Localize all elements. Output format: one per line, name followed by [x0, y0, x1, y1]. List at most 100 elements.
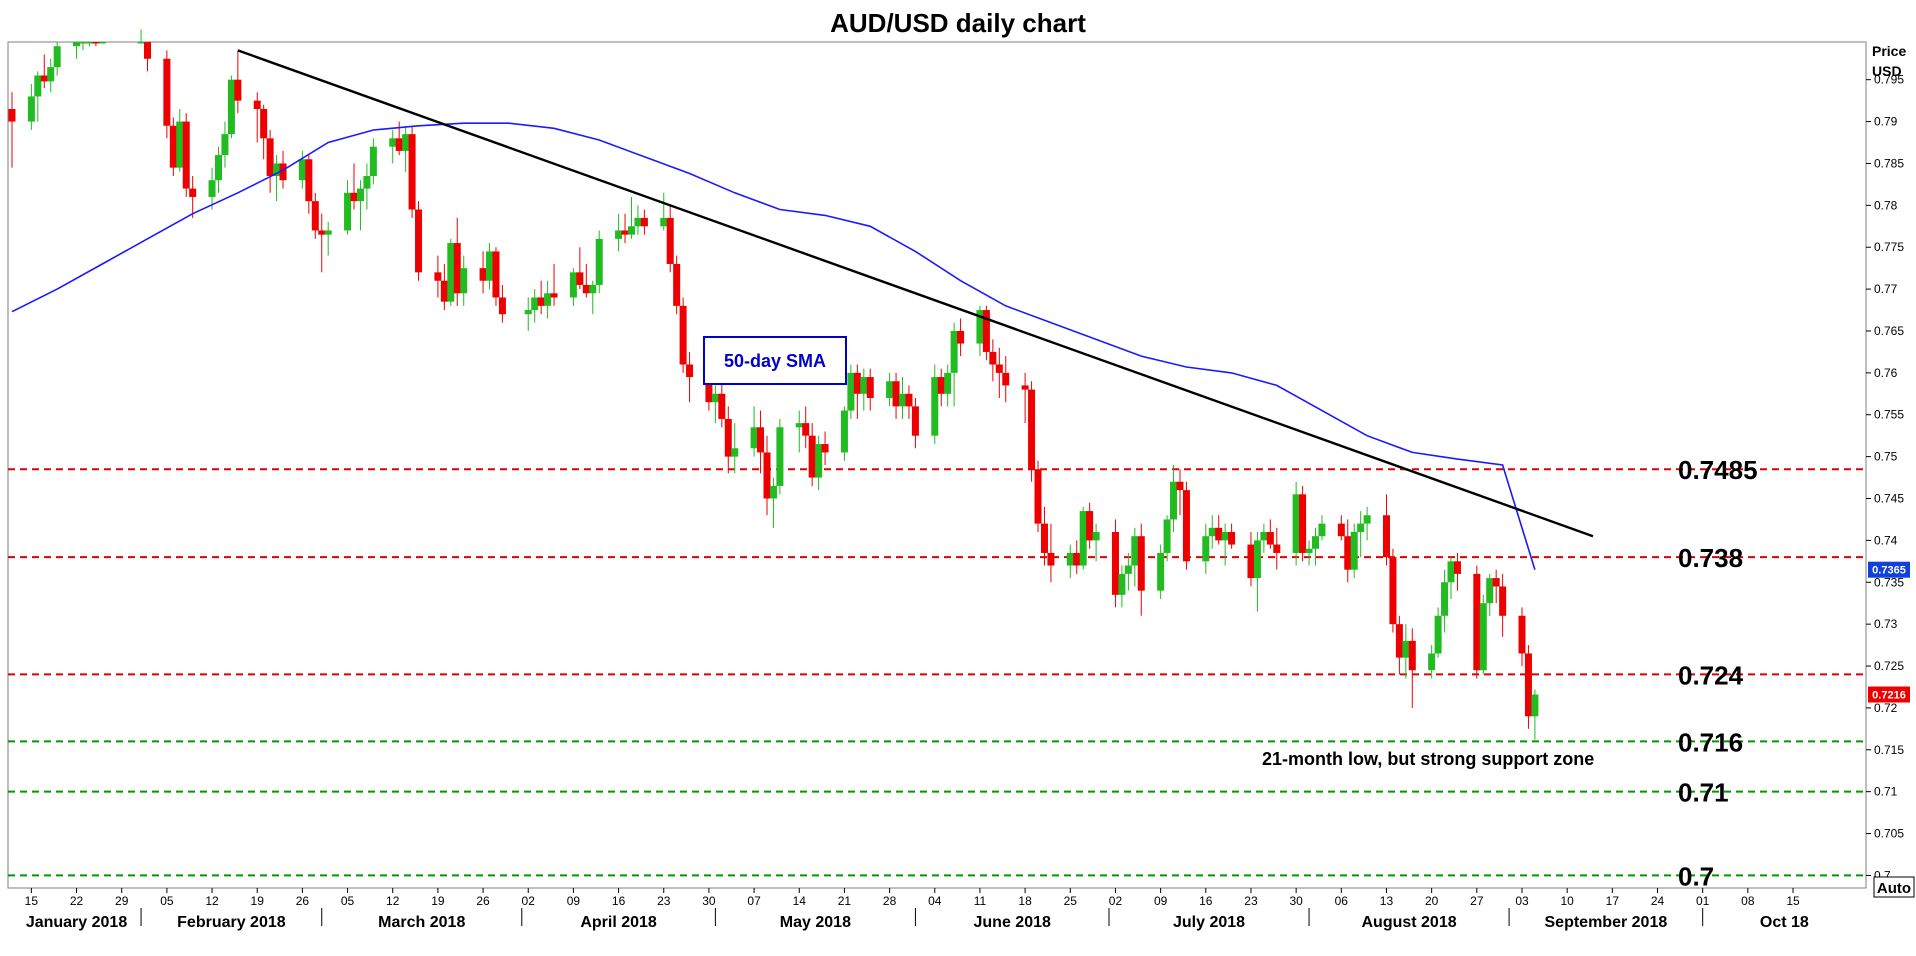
candle-body — [260, 109, 268, 139]
candle-body — [640, 217, 648, 227]
x-tick-label: 24 — [1651, 894, 1665, 908]
candle-body — [79, 42, 87, 44]
candle-body — [892, 381, 900, 407]
x-tick-label: 28 — [883, 894, 897, 908]
candle-body — [1492, 578, 1500, 587]
x-tick-label: 15 — [1786, 894, 1800, 908]
candle-body — [995, 364, 1003, 373]
y-tick-label: 0.76 — [1874, 366, 1898, 380]
x-tick-label: 10 — [1560, 894, 1574, 908]
y-tick-label: 0.72 — [1874, 701, 1898, 715]
candle-body — [1202, 536, 1210, 562]
candle-body — [615, 230, 623, 239]
candle-body — [1073, 552, 1081, 566]
candle-body — [544, 293, 552, 306]
x-tick-label: 02 — [522, 894, 536, 908]
sma-label: 50-day SMA — [724, 351, 826, 371]
candle-body — [1266, 532, 1274, 545]
candle-body — [182, 121, 190, 189]
candle-body — [769, 485, 777, 499]
candle-body — [595, 238, 603, 285]
auto-scale-button[interactable] — [1873, 876, 1915, 898]
candle-body — [1131, 536, 1139, 566]
x-tick-label: 30 — [702, 894, 716, 908]
candle-body — [1434, 615, 1442, 654]
candle-body — [144, 42, 152, 59]
sma-value-tag — [1868, 561, 1910, 578]
y-tick-label: 0.78 — [1874, 198, 1898, 212]
x-tick-label: 06 — [1335, 894, 1349, 908]
candle-body — [408, 134, 416, 210]
candle-body — [98, 42, 106, 44]
candle-body — [757, 427, 765, 453]
candle-body — [486, 251, 494, 281]
candle-body — [27, 96, 35, 122]
candle-body — [1344, 536, 1352, 570]
candle-body — [866, 377, 874, 398]
support-annotation: 21-month low, but strong support zone — [1262, 749, 1594, 769]
candle-body — [227, 79, 235, 135]
month-label: August 2018 — [1361, 914, 1456, 931]
candle-body — [1170, 481, 1178, 520]
candle-body — [92, 42, 100, 44]
candle-body — [395, 138, 403, 151]
candle-body — [350, 192, 358, 202]
x-axis: 15 22 29 05 12 19 26 05 12 19 26 02 09 16 23 30 07 14 21 28… — [8, 887, 1866, 931]
candle-body — [1047, 552, 1055, 566]
candle-body — [163, 58, 171, 126]
level-label: 0.7485 — [1678, 455, 1758, 485]
month-label: March 2018 — [378, 914, 465, 931]
x-tick-label: 19 — [251, 894, 265, 908]
candle-body — [1524, 653, 1532, 717]
candle-body — [705, 377, 713, 403]
month-label: January 2018 — [26, 914, 128, 931]
candlestick-series — [8, 29, 1539, 740]
candle-body — [492, 251, 500, 298]
candle-body — [1337, 523, 1345, 537]
candle-body — [582, 284, 590, 294]
x-tick-label: 29 — [115, 894, 129, 908]
candle-body — [718, 393, 726, 419]
candle-body — [911, 406, 919, 436]
candle-body — [776, 427, 784, 486]
downtrend-line — [237, 49, 1594, 538]
candle-body — [1292, 494, 1300, 553]
candle-body — [434, 272, 442, 281]
candle-body — [344, 192, 352, 231]
candle-body — [234, 79, 242, 101]
candle-body — [214, 155, 222, 181]
level-label: 0.724 — [1678, 660, 1744, 690]
level-label: 0.738 — [1678, 543, 1743, 573]
candle-body — [1253, 540, 1261, 579]
y-tick-label: 0.715 — [1874, 743, 1904, 757]
candle-body — [318, 230, 326, 235]
x-tick-label: 23 — [1244, 894, 1258, 908]
y-axis-title-usd: USD — [1872, 63, 1902, 79]
candle-body — [47, 67, 55, 82]
candle-body — [1402, 640, 1410, 658]
candle-body — [221, 134, 229, 156]
candle-body — [1215, 527, 1223, 541]
level-label: 0.71 — [1678, 778, 1729, 808]
candle-body — [1157, 552, 1165, 591]
candle-body — [937, 377, 945, 394]
candle-body — [589, 284, 597, 294]
candle-body — [802, 423, 810, 436]
candle-body — [1363, 515, 1371, 524]
candle-body — [324, 230, 332, 235]
candle-body — [189, 188, 197, 197]
candle-body — [905, 393, 913, 407]
candle-body — [1518, 615, 1526, 654]
candle-body — [679, 305, 687, 365]
x-tick-label: 16 — [1199, 894, 1213, 908]
y-tick-label: 0.735 — [1874, 575, 1904, 589]
y-tick-label: 0.745 — [1874, 492, 1904, 506]
candle-body — [1395, 624, 1403, 658]
candle-body — [1086, 511, 1094, 541]
level-label: 0.7 — [1678, 861, 1714, 891]
candle-body — [1318, 523, 1326, 537]
y-tick-label: 0.705 — [1874, 827, 1904, 841]
candle-body — [453, 243, 461, 294]
